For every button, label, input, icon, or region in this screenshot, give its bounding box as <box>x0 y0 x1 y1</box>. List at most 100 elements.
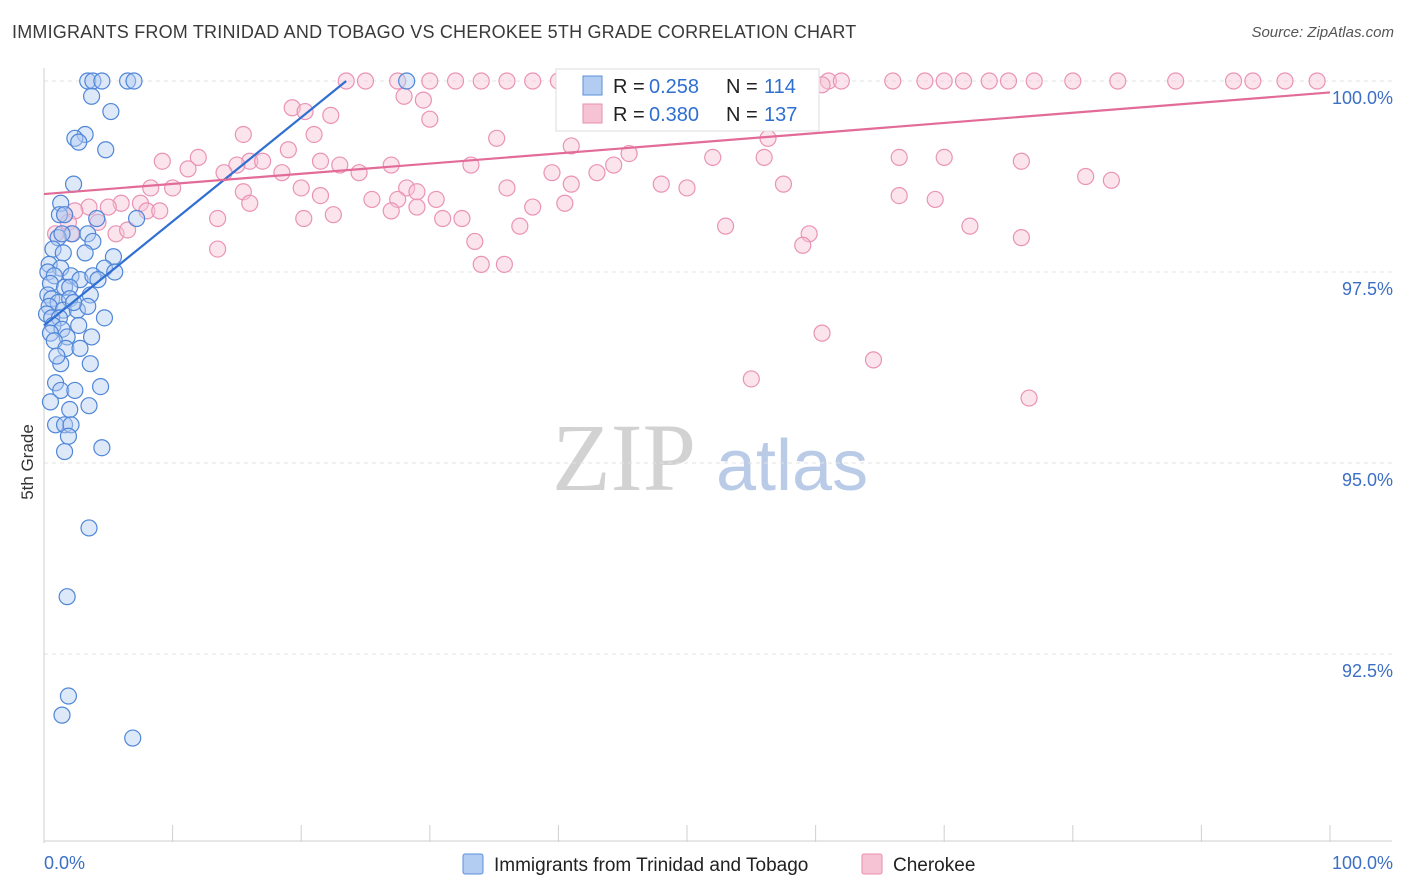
cherokee-point-119 <box>864 351 883 369</box>
trinidad-point-1 <box>84 72 102 90</box>
cherokee-point-121 <box>588 164 606 182</box>
cherokee-point-29 <box>1224 72 1243 90</box>
trinidad-point-61 <box>71 339 89 357</box>
legend-r-value-2: 0.380 <box>649 104 699 126</box>
trinidad-point-75 <box>93 439 111 457</box>
cherokee-point-123 <box>678 179 696 197</box>
trinidad-point-14 <box>50 206 69 224</box>
bottom-legend-swatch-blue <box>462 853 484 875</box>
cherokee-point-78 <box>890 187 908 205</box>
cherokee-point-2 <box>389 72 407 90</box>
cherokee-point-38 <box>322 106 340 124</box>
cherokee-point-60 <box>350 164 368 182</box>
cherokee-point-77 <box>774 175 793 193</box>
trinidad-point-30 <box>106 263 124 281</box>
trinidad-point-4 <box>125 72 143 90</box>
cherokee-point-122 <box>605 156 623 174</box>
chart-title: IMMIGRANTS FROM TRINIDAD AND TOBAGO VS C… <box>12 22 857 42</box>
cherokee-point-66 <box>1012 152 1030 170</box>
cherokee-point-1 <box>356 72 375 90</box>
cherokee-point-27 <box>1109 72 1127 90</box>
legend-r-label-1: R = <box>613 76 645 98</box>
cherokee-point-47 <box>279 141 297 159</box>
legend-r-label-2: R = <box>613 104 645 126</box>
cherokee-point-58 <box>215 164 233 182</box>
correlation-legend: R = 0.258 N = 114 R = 0.380 N = 137 <box>555 68 820 132</box>
cherokee-point-53 <box>228 156 246 174</box>
cherokee-trend-line <box>43 91 1331 196</box>
trinidad-points <box>37 72 416 747</box>
watermark-zip: ZIP <box>552 404 696 511</box>
cherokee-point-6 <box>498 72 516 90</box>
cherokee-point-120 <box>1020 389 1038 407</box>
x-tick-label-0: 0.0% <box>44 853 85 873</box>
y-axis-label: 5th Grade <box>18 424 37 500</box>
trinidad-point-81 <box>124 729 142 747</box>
cherokee-point-48 <box>189 148 207 166</box>
watermark-atlas: atlas <box>716 426 868 506</box>
cherokee-point-20 <box>916 72 934 90</box>
trinidad-point-15 <box>55 206 74 224</box>
cherokee-point-32 <box>1308 72 1326 90</box>
cherokee-point-7 <box>524 72 542 90</box>
trinidad-point-11 <box>97 141 115 159</box>
cherokee-point-124 <box>556 194 574 212</box>
legend-n-value-2: 137 <box>764 104 797 126</box>
cherokee-point-3 <box>421 72 439 90</box>
trinidad-point-48 <box>79 297 97 315</box>
cherokee-point-69 <box>142 179 160 197</box>
trinidad-point-58 <box>82 328 101 346</box>
tick-labels: 100.0% 97.5% 95.0% 92.5% 0.0% 100.0% <box>44 88 1393 873</box>
cherokee-point-61 <box>543 164 561 182</box>
y-tick-label-1: 97.5% <box>1342 279 1393 299</box>
cherokee-point-44 <box>890 148 908 166</box>
cherokee-point-79 <box>241 194 259 212</box>
cherokee-point-117 <box>813 324 831 342</box>
cherokee-point-112 <box>209 240 227 258</box>
cherokee-point-45 <box>935 148 953 166</box>
cherokee-point-31 <box>1276 72 1294 90</box>
trinidad-point-12 <box>64 175 83 193</box>
trinidad-point-7 <box>102 102 120 121</box>
cherokee-point-23 <box>980 72 998 90</box>
cherokee-point-103 <box>926 190 944 209</box>
cherokee-point-55 <box>382 156 400 174</box>
cherokee-point-36 <box>283 99 301 117</box>
cherokee-point-28 <box>1167 72 1185 90</box>
legend-n-label-1: N = <box>726 76 758 98</box>
cherokee-point-93 <box>295 209 313 228</box>
trend-lines <box>43 80 1331 327</box>
cherokee-point-5 <box>472 72 490 90</box>
cherokee-point-18 <box>832 72 850 90</box>
cherokee-point-62 <box>562 175 580 193</box>
cherokee-point-114 <box>495 255 513 273</box>
trinidad-trend-line <box>43 80 347 327</box>
y-tick-label-2: 95.0% <box>1342 470 1393 490</box>
trinidad-point-79 <box>59 687 78 705</box>
cherokee-point-4 <box>446 72 465 90</box>
trinidad-point-6 <box>82 87 101 105</box>
series-legend: Immigrants from Trinidad and Tobago Cher… <box>462 853 975 876</box>
cherokee-point-84 <box>112 194 130 212</box>
bottom-legend-swatch-pink <box>861 853 883 875</box>
cherokee-point-40 <box>234 125 252 144</box>
trinidad-point-70 <box>80 397 98 415</box>
trinidad-point-77 <box>80 519 98 537</box>
cherokee-point-21 <box>935 72 953 90</box>
legend-n-value-1: 114 <box>764 76 796 98</box>
cherokee-point-95 <box>382 202 400 220</box>
cherokee-point-37 <box>296 102 314 121</box>
trinidad-point-67 <box>91 378 110 396</box>
trinidad-point-3 <box>118 72 137 90</box>
legend-r-value-1: 0.258 <box>649 76 699 98</box>
cherokee-point-52 <box>153 152 171 170</box>
cherokee-point-73 <box>398 179 416 197</box>
cherokee-point-113 <box>472 255 490 273</box>
trinidad-point-54 <box>70 316 88 335</box>
cherokee-point-81 <box>363 190 381 209</box>
cherokee-point-99 <box>524 198 542 216</box>
cherokee-point-59 <box>273 164 291 182</box>
cherokee-point-111 <box>794 236 812 254</box>
cherokee-point-96 <box>408 198 426 216</box>
